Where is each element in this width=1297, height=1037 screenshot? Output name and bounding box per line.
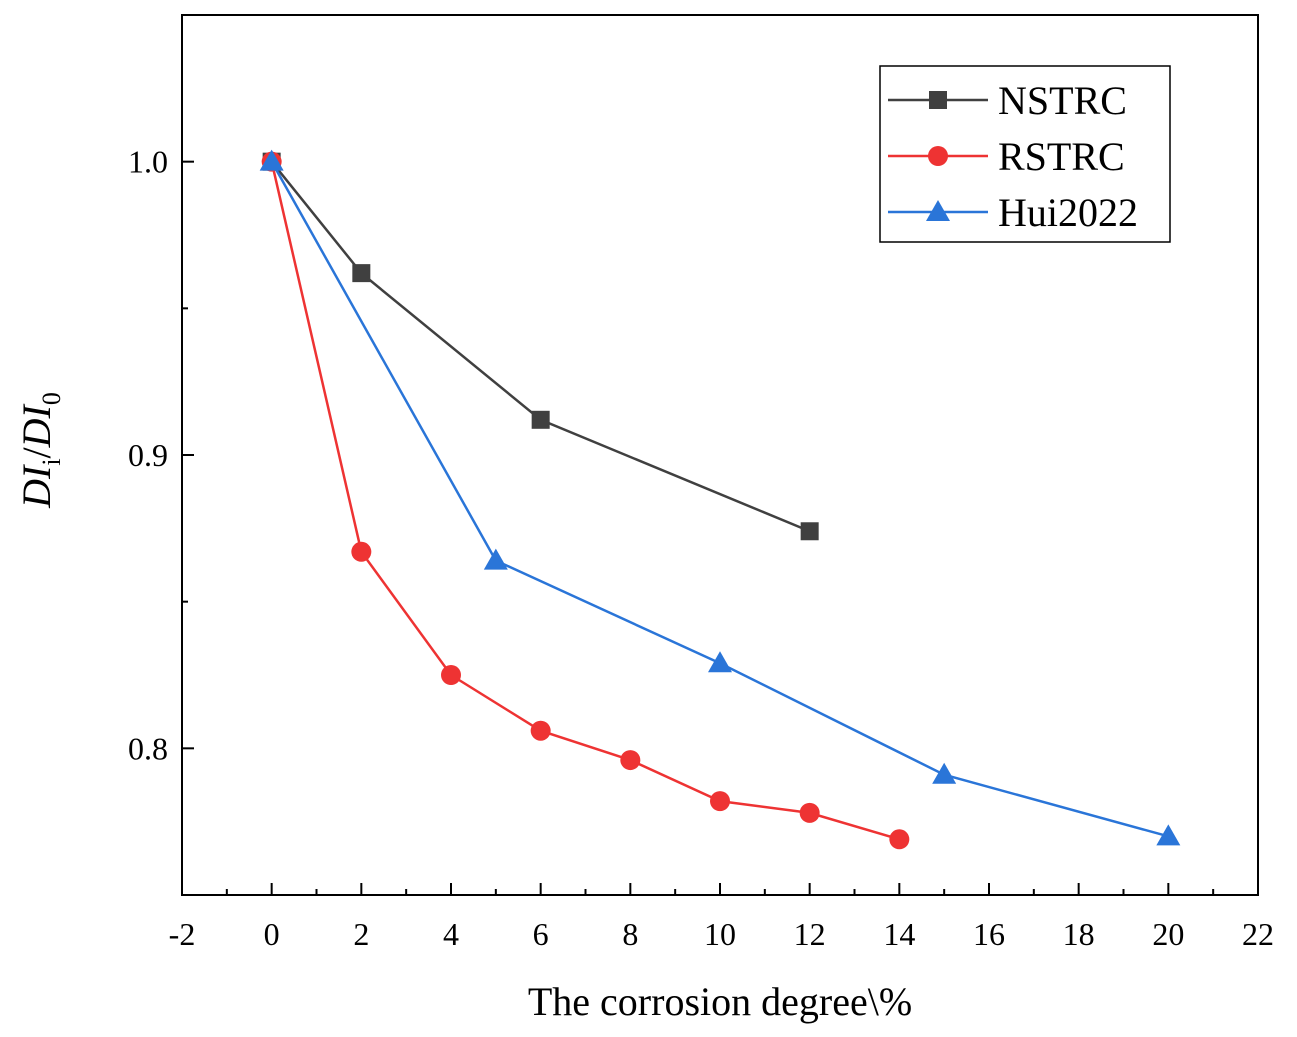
legend-item-nstrc: NSTRC [888, 78, 1127, 123]
nstrc-point [352, 264, 371, 283]
x-tick-label: 22 [1242, 916, 1274, 952]
rstrc-line [270, 161, 900, 841]
legend-marker [926, 200, 950, 221]
legend-marker [928, 146, 948, 166]
x-tick-label: 8 [622, 916, 638, 952]
legend-item-rstrc: RSTRC [888, 134, 1125, 179]
x-tick-label: 12 [794, 916, 826, 952]
nstrc-point [531, 410, 550, 429]
x-tick-label: -2 [169, 916, 196, 952]
legend-label: NSTRC [998, 78, 1127, 123]
y-label-slash: / [14, 446, 59, 458]
hui2022-point [1156, 824, 1181, 846]
hui2022-line [270, 161, 1169, 838]
y-label-sub-0: 0 [37, 392, 66, 405]
hui2022-point [932, 762, 957, 784]
y-axis-label: DIi/DI0 [14, 392, 66, 509]
x-tick-label: 4 [443, 916, 459, 952]
plot-marks [259, 149, 1181, 850]
x-tick-label: 14 [883, 916, 915, 952]
nstrc-line [270, 160, 811, 533]
x-tick-label: 18 [1063, 916, 1095, 952]
x-tick-label: 0 [264, 916, 280, 952]
legend-label: RSTRC [998, 134, 1125, 179]
y-axis-ticks: 0.8 0.9 1.0 [128, 14, 194, 896]
legend-label: Hui2022 [998, 190, 1138, 235]
series-hui2022 [259, 149, 1181, 846]
x-tick-label: 10 [704, 916, 736, 952]
y-tick-label: 1.0 [128, 144, 168, 180]
y-tick-label: 0.8 [128, 730, 168, 766]
series-rstrc [261, 151, 910, 850]
x-axis-ticks: -2 0 2 4 6 8 10 12 14 16 18 20 22 [169, 883, 1274, 952]
hui2022-point [708, 651, 732, 673]
hui2022-point [483, 548, 508, 570]
x-tick-label: 2 [353, 916, 369, 952]
nstrc-point [800, 522, 819, 541]
rstrc-point [889, 829, 910, 850]
x-tick-label: 6 [533, 916, 549, 952]
hui2022-point [259, 149, 284, 171]
legend-marker [929, 91, 947, 109]
legend: NSTRC RSTRC Hui2022 [879, 65, 1171, 243]
rstrc-point [530, 720, 551, 741]
rstrc-point [799, 802, 820, 823]
x-tick-label: 16 [973, 916, 1005, 952]
rstrc-point [620, 750, 641, 771]
y-label-main: DI [14, 464, 59, 509]
rstrc-point [710, 791, 730, 812]
rstrc-point [351, 541, 372, 562]
rstrc-point [441, 665, 461, 685]
legend-item-hui2022: Hui2022 [888, 190, 1138, 235]
y-label-main2: DI [14, 403, 59, 448]
x-tick-label: 20 [1152, 916, 1184, 952]
y-label-sub-i: i [37, 458, 66, 465]
y-tick-label: 0.9 [128, 437, 168, 473]
x-axis-label: The corrosion degree\% [528, 979, 912, 1024]
